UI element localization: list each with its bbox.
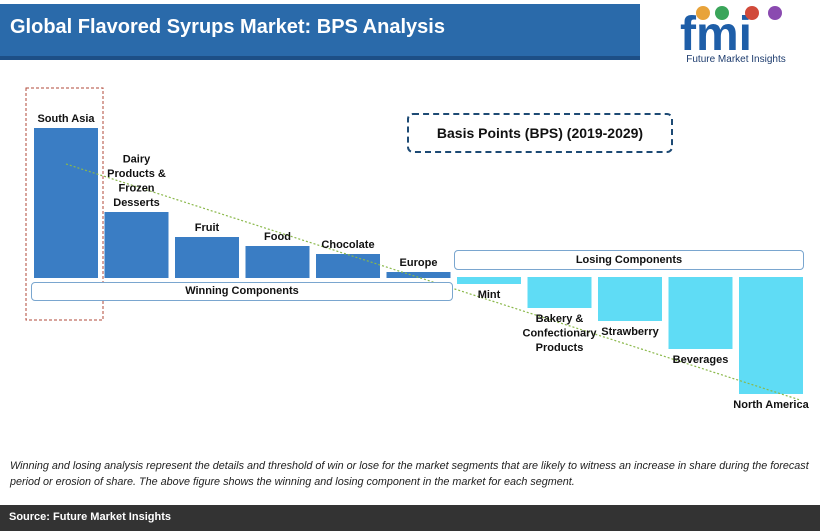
bar-dairy-products-and-frozen-desserts (104, 212, 169, 278)
bar-fruit (175, 237, 239, 278)
label-strawberry: Strawberry (601, 326, 659, 338)
label-south-asia: South Asia (37, 113, 95, 125)
bar-mint (457, 277, 521, 284)
title-bar: Global Flavored Syrups Market: BPS Analy… (0, 4, 640, 60)
logo-letters: fmi (680, 8, 752, 54)
bar-bakery-and-confectionary-products (527, 277, 592, 308)
fmi-logo: fmi Future Market Insights (676, 4, 796, 68)
chart-labels: South Asia Dairy Products & Frozen Desserts F… (37, 113, 809, 411)
bar-europe (386, 272, 451, 278)
fmi-logo-mark: fmi (680, 6, 782, 61)
label-beverages: Beverages (673, 354, 729, 366)
bar-beverages (668, 277, 733, 349)
analysis-note: Winning and losing analysis represent th… (10, 460, 809, 488)
label-north-america: North America (733, 399, 809, 411)
bar-chocolate (316, 254, 380, 278)
label-dairy-products-and-frozen-desserts: Dairy Products & Frozen Desserts (107, 154, 166, 210)
label-bakery-and-confectionary-products: Bakery & Confectionary Products (523, 313, 598, 354)
losing-components-label: Losing Components (454, 250, 804, 270)
chart-title-box: Basis Points (BPS) (2019-2029) (407, 113, 673, 153)
label-chocolate: Chocolate (321, 239, 374, 251)
south-asia-highlight-box (25, 87, 104, 321)
page-title: Global Flavored Syrups Market: BPS Analy… (10, 16, 445, 38)
label-food: Food (264, 231, 291, 243)
bar-strawberry (598, 277, 662, 321)
bar-south-asia (34, 128, 98, 278)
bar-north-america (739, 277, 803, 394)
logo-subtitle: Future Market Insights (686, 54, 786, 65)
label-mint: Mint (478, 289, 501, 301)
winning-components-label: Winning Components (31, 282, 453, 301)
source-bar: Source: Future Market Insights (0, 505, 820, 531)
source-text: Source: Future Market Insights (9, 511, 171, 523)
label-europe: Europe (400, 257, 438, 269)
chart-bars (34, 128, 803, 394)
bar-food (245, 246, 310, 278)
label-fruit: Fruit (195, 222, 220, 234)
bps-chart: South Asia Dairy Products & Frozen Desserts F… (25, 87, 810, 411)
